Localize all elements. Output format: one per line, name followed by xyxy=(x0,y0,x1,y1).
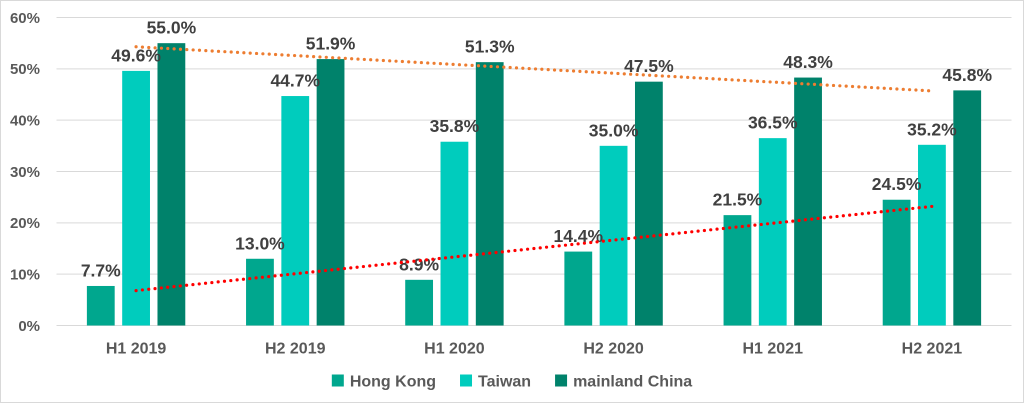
data-label-mainland-china-h2-2019: 51.9% xyxy=(306,34,356,54)
data-label-hong-kong-h2-2019: 13.0% xyxy=(235,233,285,253)
legend-swatch-mainland-china xyxy=(555,374,568,387)
data-label-taiwan-h1-2020: 35.8% xyxy=(430,116,480,136)
bar-taiwan-h2-2021 xyxy=(918,144,946,326)
bar-taiwan-h1-2021 xyxy=(758,138,787,326)
gridlines xyxy=(56,17,1012,326)
bar-hong-kong-h2-2021 xyxy=(882,199,911,326)
trendline-mainland-china xyxy=(134,45,934,93)
x-axis: H1 2019 H2 2019 H1 2020 H2 2020 H1 2021 H2 20… xyxy=(106,341,962,358)
data-label-hong-kong-h1-2020: 8.9% xyxy=(399,254,439,274)
data-label-taiwan-h2-2021: 35.2% xyxy=(907,119,957,139)
bar-mainland-china-h1-2019 xyxy=(157,43,186,326)
legend: Hong Kong Taiwan mainland China xyxy=(331,374,692,391)
bar-taiwan-h2-2019 xyxy=(281,96,310,326)
x-axis-label: H1 2019 xyxy=(106,341,167,358)
bar-hong-kong-h2-2020 xyxy=(564,251,593,326)
data-label-mainland-china-h2-2020: 47.5% xyxy=(624,56,674,76)
y-axis-label: 0% xyxy=(18,318,40,335)
bar-mainland-china-h2-2021 xyxy=(953,90,982,326)
bar-mainland-china-h2-2020 xyxy=(634,81,663,326)
bar-mainland-china-h2-2019 xyxy=(316,59,345,326)
legend-swatch-taiwan xyxy=(460,374,473,387)
y-axis-label: 20% xyxy=(10,215,40,232)
y-axis-label: 10% xyxy=(10,267,40,284)
data-label-mainland-china-h1-2020: 51.3% xyxy=(465,37,515,57)
bar-hong-kong-h1-2020 xyxy=(405,279,434,326)
x-axis-label: H2 2021 xyxy=(902,341,963,358)
data-labels: 7.7%13.0%8.9%14.4%21.5%24.5%49.6%44.7%35… xyxy=(81,18,993,281)
bar-taiwan-h1-2020 xyxy=(440,141,469,326)
y-axis-label: 60% xyxy=(10,10,40,27)
data-label-hong-kong-h1-2019: 7.7% xyxy=(81,260,121,280)
y-axis-label: 50% xyxy=(10,61,40,78)
y-axis-label: 30% xyxy=(10,164,40,181)
legend-label-mainland-china: mainland China xyxy=(573,374,692,391)
y-axis-label: 40% xyxy=(10,113,40,130)
x-axis-label: H2 2019 xyxy=(265,341,326,358)
data-label-taiwan-h2-2020: 35.0% xyxy=(589,120,639,140)
bar-mainland-china-h1-2020 xyxy=(475,62,504,326)
bar-hong-kong-h1-2019 xyxy=(86,285,115,326)
bar-hong-kong-h2-2019 xyxy=(246,258,274,326)
data-label-mainland-china-h1-2021: 48.3% xyxy=(783,52,833,72)
data-label-hong-kong-h2-2021: 24.5% xyxy=(872,174,922,194)
legend-swatch-hong-kong xyxy=(331,374,344,387)
data-label-mainland-china-h2-2021: 45.8% xyxy=(942,65,992,85)
legend-label-hong-kong: Hong Kong xyxy=(350,374,436,391)
x-axis-label: H1 2020 xyxy=(424,341,485,358)
data-label-taiwan-h2-2019: 44.7% xyxy=(270,71,320,91)
bar-mainland-china-h1-2021 xyxy=(794,77,822,326)
data-label-taiwan-h1-2019: 49.6% xyxy=(111,45,161,65)
x-axis-label: H1 2021 xyxy=(743,341,804,358)
data-label-hong-kong-h1-2021: 21.5% xyxy=(713,190,763,210)
bar-taiwan-h1-2019 xyxy=(122,70,150,326)
data-label-mainland-china-h1-2019: 55.0% xyxy=(147,18,197,38)
trendlines xyxy=(134,45,934,293)
y-axis: 0% 10% 20% 30% 40% 50% 60% xyxy=(10,10,40,335)
legend-label-taiwan: Taiwan xyxy=(478,374,531,391)
x-axis-label: H2 2020 xyxy=(583,341,644,358)
bars xyxy=(86,43,982,326)
data-label-taiwan-h1-2021: 36.5% xyxy=(748,113,798,133)
bar-taiwan-h2-2020 xyxy=(599,145,628,326)
bar-hong-kong-h1-2021 xyxy=(723,215,752,326)
trendline-hong-kong xyxy=(134,204,934,293)
